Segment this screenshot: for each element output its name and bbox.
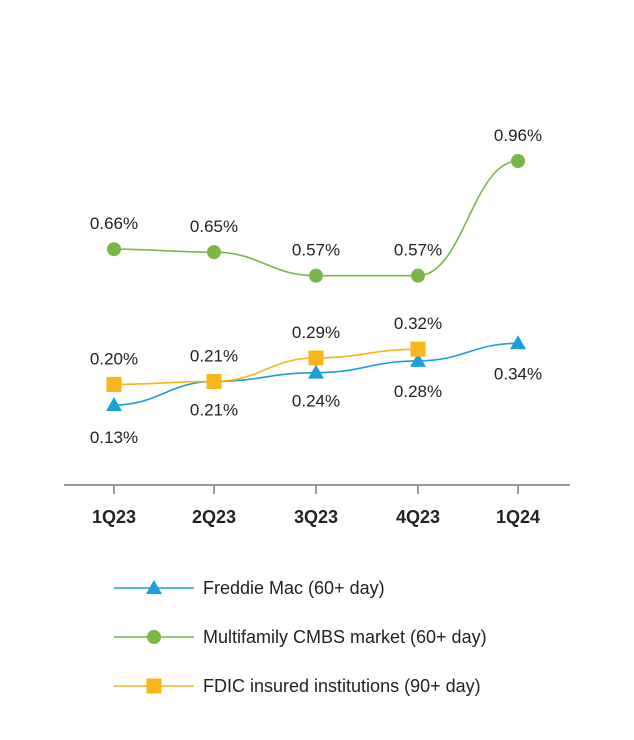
data-label: 0.57% <box>292 241 340 260</box>
x-tick-label: 4Q23 <box>396 507 440 527</box>
data-label: 0.32% <box>394 314 442 333</box>
circle-marker <box>207 245 221 260</box>
circle-marker <box>511 154 525 168</box>
series-markers <box>106 154 526 411</box>
data-label: 0.24% <box>292 392 340 411</box>
x-tick-label: 1Q23 <box>92 507 136 527</box>
triangle-marker <box>106 397 122 411</box>
data-labels: 0.13% 0.21% 0.24% 0.28% 0.34% 0.66% 0.65% 0.57%… <box>90 126 542 447</box>
data-label: 0.29% <box>292 323 340 342</box>
square-marker <box>410 341 426 357</box>
x-tick-label: 2Q23 <box>192 507 236 527</box>
square-marker <box>206 373 222 389</box>
data-label: 0.34% <box>494 364 542 383</box>
data-label: 0.65% <box>190 217 238 236</box>
data-label: 0.66% <box>90 214 138 233</box>
circle-marker <box>411 268 425 283</box>
legend-square-marker <box>146 678 162 694</box>
triangle-marker <box>308 364 324 379</box>
x-tick-label: 1Q24 <box>496 507 540 527</box>
circle-marker <box>309 268 323 283</box>
x-axis-ticks: 1Q23 2Q23 3Q23 4Q23 1Q24 <box>92 485 540 527</box>
legend-triangle-marker <box>146 580 162 594</box>
data-label: 0.96% <box>494 126 542 145</box>
data-label: 0.13% <box>90 428 138 447</box>
legend-label: Multifamily CMBS market (60+ day) <box>203 627 487 647</box>
legend-circle-marker <box>147 630 161 644</box>
data-label: 0.21% <box>190 400 238 419</box>
data-label: 0.28% <box>394 382 442 401</box>
series-line <box>113 348 419 386</box>
legend-label: FDIC insured institutions (90+ day) <box>203 676 481 696</box>
series-line <box>113 160 519 277</box>
legend-label: Freddie Mac (60+ day) <box>203 578 385 598</box>
x-tick-label: 3Q23 <box>294 507 338 527</box>
square-marker <box>308 350 324 366</box>
legend: Freddie Mac (60+ day) Multifamily CMBS ma… <box>114 578 487 696</box>
triangle-marker <box>410 352 426 367</box>
square-marker <box>106 376 122 392</box>
data-label: 0.57% <box>394 241 442 260</box>
data-label: 0.21% <box>190 346 238 365</box>
triangle-marker <box>510 335 526 350</box>
circle-marker <box>107 242 121 257</box>
data-label: 0.20% <box>90 349 138 368</box>
